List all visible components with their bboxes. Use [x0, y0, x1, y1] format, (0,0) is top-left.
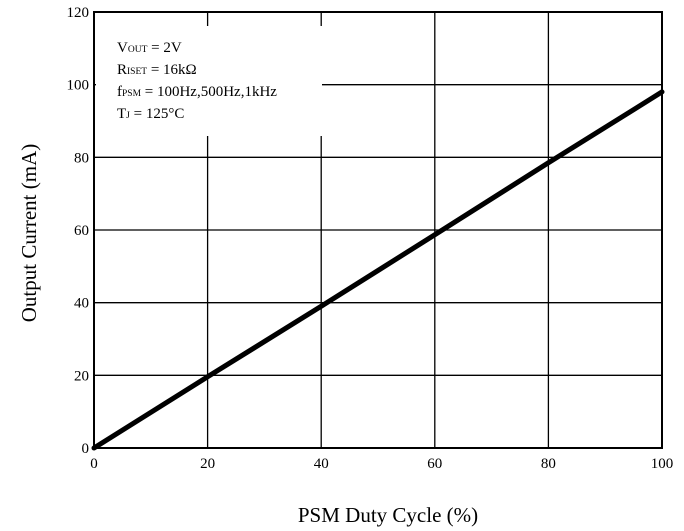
- x-tick-label: 40: [314, 456, 329, 472]
- x-tick-label: 0: [90, 456, 98, 472]
- annotation-box: VOUT = 2V RISET = 16kΩ fPSM = 100Hz,500Hz,…: [117, 40, 277, 122]
- annotation-line: RISET = 16kΩ: [117, 62, 197, 78]
- x-tick-label: 100: [651, 456, 674, 472]
- y-tick-label: 100: [67, 78, 90, 94]
- annotation-line: TJ = 125°C: [117, 106, 184, 122]
- y-tick-labels: 0 20 40 60 80 100 120: [67, 5, 90, 457]
- x-tick-label: 80: [541, 456, 556, 472]
- y-axis-title: Output Current (mA): [17, 144, 41, 322]
- y-tick-label: 20: [74, 368, 89, 384]
- x-axis-title: PSM Duty Cycle (%): [298, 503, 478, 527]
- y-tick-label: 0: [82, 441, 90, 457]
- x-tick-label: 20: [200, 456, 215, 472]
- y-tick-label: 80: [74, 150, 89, 166]
- x-tick-label: 60: [427, 456, 442, 472]
- x-tick-labels: 0 20 40 60 80 100: [90, 456, 673, 472]
- annotation-background: [96, 26, 322, 136]
- plot-frame: [93, 11, 663, 449]
- y-tick-label: 60: [74, 223, 89, 239]
- annotation-line: VOUT = 2V: [117, 40, 182, 56]
- y-tick-label: 120: [67, 5, 90, 21]
- plot-area: [91, 89, 665, 451]
- series-line: [91, 89, 665, 451]
- y-tick-label: 40: [74, 296, 89, 312]
- annotation-line: fPSM = 100Hz,500Hz,1kHz: [117, 84, 277, 100]
